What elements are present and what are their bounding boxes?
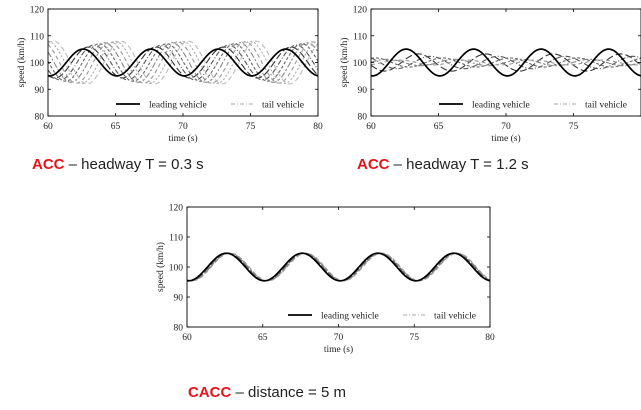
x-tick-label: 60 — [182, 333, 192, 343]
caption-cacc-5-text: – distance = 5 m — [231, 384, 347, 401]
y-tick-label: 100 — [169, 264, 184, 274]
follower-line-2 — [48, 44, 318, 81]
leading-vehicle-line — [371, 48, 641, 77]
follower-line-2 — [371, 55, 641, 70]
y-tick-label: 100 — [353, 59, 368, 69]
y-tick-label: 100 — [30, 59, 45, 69]
y-axis-label: speed (km/h) — [155, 242, 166, 292]
x-tick-label: 65 — [111, 122, 121, 132]
x-tick-label: 75 — [569, 122, 579, 132]
legend-tail-label: tail vehicle — [434, 312, 476, 322]
x-tick-label: 75 — [246, 122, 256, 132]
follower-line-7 — [48, 40, 318, 85]
follower-line-4 — [371, 58, 641, 67]
x-axis-label: time (s) — [324, 344, 353, 355]
caption-cacc-5-bold: CACC — [188, 384, 232, 401]
caption-acc-0-3: ACC – headway T = 0.3 s — [32, 156, 204, 173]
legend-tail-label: tail vehicle — [262, 101, 304, 111]
plot-area — [187, 252, 490, 282]
x-tick-label: 80 — [313, 122, 323, 132]
y-tick-label: 90 — [174, 294, 184, 304]
y-tick-label: 90 — [35, 86, 45, 96]
plot-area — [48, 40, 318, 85]
x-tick-label: 80 — [485, 333, 495, 343]
x-tick-label: 60 — [43, 122, 53, 132]
x-tick-label: 65 — [434, 122, 444, 132]
y-tick-label: 110 — [353, 32, 367, 42]
x-axis-label: time (s) — [491, 133, 520, 144]
y-tick-label: 80 — [35, 113, 45, 123]
x-axis-label: time (s) — [168, 133, 197, 144]
leading-vehicle-line — [187, 252, 490, 282]
x-tick-label: 70 — [178, 122, 188, 132]
caption-acc-1-2-bold: ACC — [357, 156, 390, 173]
leading-vehicle-line — [48, 48, 318, 77]
follower-line-5 — [187, 252, 490, 282]
x-tick-label: 70 — [334, 333, 344, 343]
caption-cacc-5: CACC – distance = 5 m — [188, 384, 346, 401]
x-tick-label: 60 — [366, 122, 376, 132]
axes-frame — [186, 206, 491, 328]
follower-line-5 — [371, 59, 641, 66]
y-tick-label: 110 — [30, 32, 44, 42]
caption-acc-0-3-text: – headway T = 0.3 s — [64, 156, 204, 173]
y-axis-label: speed (km/h) — [339, 38, 350, 88]
y-tick-label: 90 — [358, 86, 368, 96]
x-tick-label: 65 — [258, 333, 268, 343]
y-tick-label: 120 — [30, 6, 45, 16]
legend-leading-label: leading vehicle — [149, 101, 207, 111]
legend-leading-label: leading vehicle — [472, 101, 530, 111]
x-tick-label: 75 — [410, 333, 420, 343]
y-tick-label: 120 — [169, 204, 184, 214]
legend-leading-label: leading vehicle — [321, 312, 379, 322]
caption-acc-1-2-text: – headway T = 1.2 s — [389, 156, 529, 173]
plot-area — [371, 48, 641, 77]
y-tick-label: 80 — [358, 113, 368, 123]
follower-line-3 — [371, 57, 641, 68]
y-tick-label: 120 — [353, 6, 368, 16]
follower-line-1 — [48, 46, 318, 79]
y-tick-label: 110 — [169, 234, 183, 244]
caption-acc-1-2: ACC – headway T = 1.2 s — [357, 156, 529, 173]
y-axis-label: speed (km/h) — [16, 38, 27, 88]
y-tick-label: 80 — [174, 324, 184, 334]
follower-line-6 — [48, 40, 318, 85]
x-tick-label: 70 — [501, 122, 511, 132]
follower-line-3 — [48, 43, 318, 82]
legend-tail-label: tail vehicle — [585, 101, 627, 111]
caption-acc-0-3-bold: ACC — [32, 156, 65, 173]
